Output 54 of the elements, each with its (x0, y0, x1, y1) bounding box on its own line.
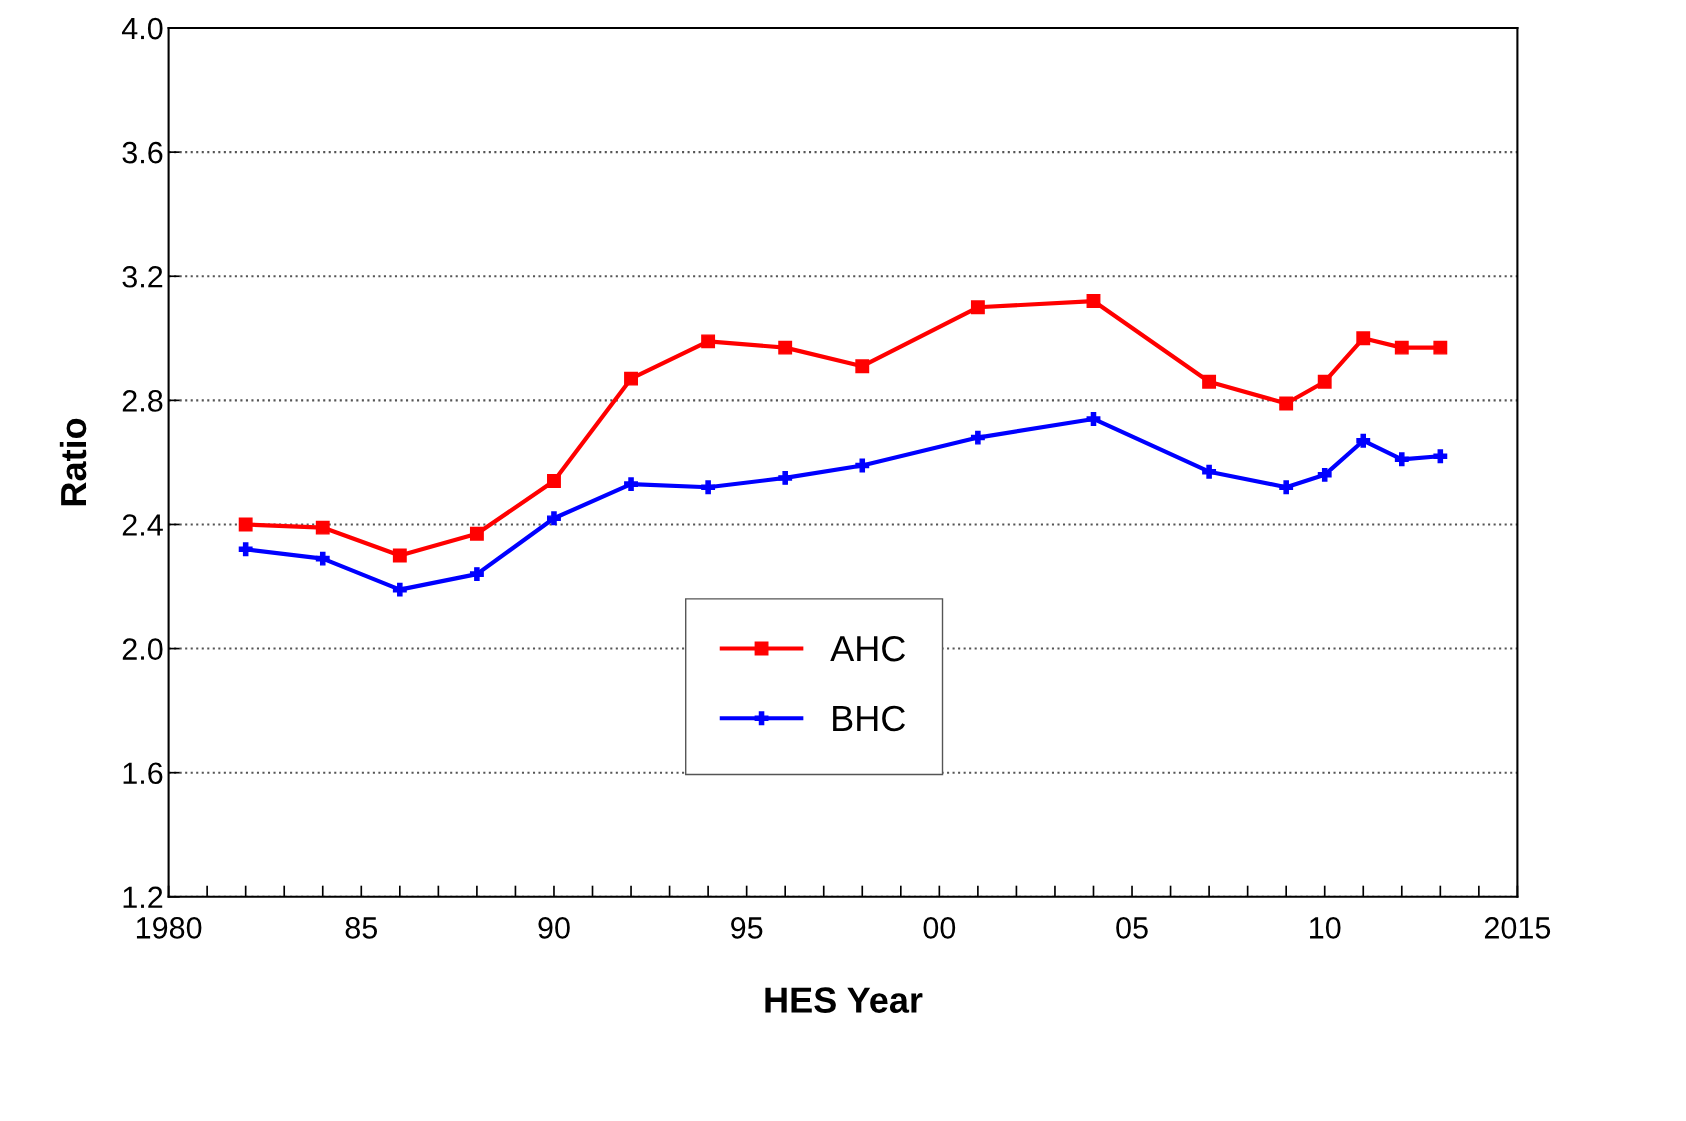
point (624, 371, 638, 386)
point (1317, 374, 1332, 389)
point (855, 359, 870, 374)
point (1317, 467, 1332, 482)
point (1433, 449, 1448, 464)
point (855, 458, 870, 473)
point (1086, 412, 1101, 426)
y-tick-label: 2.4 (122, 514, 163, 536)
point (392, 582, 407, 597)
point (1433, 340, 1448, 355)
point (970, 300, 985, 315)
y-tick-label: 2.0 (122, 638, 163, 660)
x-tick-label: 2015 (1484, 917, 1551, 939)
x-tick-label: 05 (1116, 917, 1148, 939)
point (238, 517, 253, 532)
y-tick-label: 3.6 (122, 141, 163, 164)
point (238, 542, 253, 557)
x-tick-label: 85 (345, 917, 377, 939)
point (1356, 331, 1371, 346)
y-tick-label: 3.2 (122, 265, 163, 288)
point (1279, 396, 1294, 411)
point (1086, 294, 1101, 309)
point (547, 511, 561, 526)
legend-label: AHC (830, 635, 906, 662)
point (1394, 340, 1409, 355)
x-tick-label: 00 (923, 917, 956, 939)
point (315, 551, 330, 566)
point (1279, 480, 1294, 495)
y-axis-title: Ratio (59, 418, 87, 506)
point (1356, 433, 1371, 448)
point (1394, 452, 1409, 467)
point (469, 567, 484, 582)
point (315, 520, 330, 535)
point (469, 526, 484, 541)
point (970, 430, 985, 445)
x-tick-label: 1980 (136, 917, 202, 939)
x-axis-title: HES Year (765, 987, 923, 1013)
y-tick-label: 1.2 (123, 886, 163, 908)
y-tick-label: 1.6 (123, 762, 163, 785)
point (1202, 464, 1217, 479)
point (778, 470, 793, 485)
x-tick-label: 10 (1310, 917, 1341, 939)
y-tick-label: 4.0 (121, 17, 163, 40)
point (547, 474, 561, 488)
x-tick-label: 95 (731, 917, 763, 939)
y-tick-label: 2.8 (122, 390, 163, 412)
point (701, 480, 716, 495)
x-tick-label: 90 (538, 917, 570, 939)
point (392, 548, 407, 563)
legend-label: BHC (833, 705, 906, 732)
point (624, 477, 638, 492)
point (1202, 374, 1217, 389)
point (778, 340, 793, 355)
point (701, 334, 716, 349)
